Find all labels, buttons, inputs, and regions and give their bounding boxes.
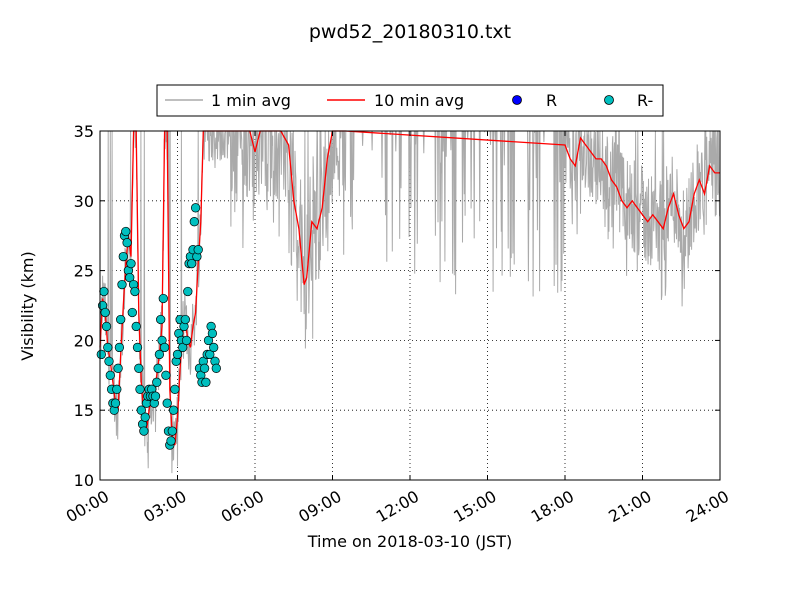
light-rain-point (208, 329, 217, 338)
light-rain-point (151, 392, 160, 401)
light-rain-point (200, 364, 209, 373)
light-rain-point (162, 371, 171, 380)
legend-10min-label: 10 min avg (374, 91, 464, 110)
light-rain-point (159, 294, 168, 303)
light-rain-point (132, 322, 141, 331)
light-rain-point (163, 399, 172, 408)
light-rain-point (101, 308, 110, 317)
light-rain-point (212, 364, 221, 373)
light-rain-point (123, 238, 132, 247)
light-rain-point (156, 315, 165, 324)
y-tick-label: 35 (74, 122, 94, 141)
light-rain-point (136, 385, 145, 394)
light-rain-point (102, 322, 111, 331)
light-rain-point (140, 427, 149, 436)
y-axis-label: Visibility (km) (18, 251, 37, 360)
light-rain-point (154, 364, 163, 373)
chart-title: pwd52_20180310.txt (309, 21, 511, 43)
legend-r-marker (513, 96, 522, 105)
light-rain-point (106, 371, 115, 380)
light-rain-point (105, 357, 114, 366)
light-rain-point (128, 308, 137, 317)
y-tick-label: 20 (74, 331, 94, 350)
light-rain-point (100, 287, 109, 296)
light-rain-point (114, 364, 123, 373)
light-rain-point (116, 315, 125, 324)
legend-r-label: R (546, 91, 557, 110)
light-rain-point (135, 364, 144, 373)
legend: 1 min avg 10 min avg R R- (157, 85, 663, 116)
light-rain-point (113, 385, 122, 394)
light-rain-point (131, 287, 140, 296)
light-rain-point (171, 385, 180, 394)
light-rain-point (118, 280, 127, 289)
legend-1min-label: 1 min avg (211, 91, 291, 110)
y-tick-label: 25 (74, 262, 94, 281)
light-rain-point (97, 350, 106, 359)
light-rain-point (104, 343, 113, 352)
light-rain-point (202, 378, 211, 387)
light-rain-point (127, 259, 136, 268)
light-rain-point (153, 378, 162, 387)
light-rain-point (182, 336, 191, 345)
light-rain-point (160, 343, 169, 352)
y-tick-label: 15 (74, 401, 94, 420)
light-rain-point (115, 343, 124, 352)
light-rain-point (184, 287, 193, 296)
light-rain-point (168, 427, 177, 436)
light-rain-point (209, 343, 218, 352)
light-rain-point (194, 245, 203, 254)
legend-rminus-label: R- (637, 91, 653, 110)
legend-rminus-marker (605, 96, 614, 105)
light-rain-point (169, 406, 178, 415)
light-rain-point (181, 315, 190, 324)
light-rain-point (191, 204, 200, 213)
light-rain-point (122, 227, 131, 236)
light-rain-point (119, 252, 128, 261)
y-tick-label: 10 (74, 471, 94, 490)
light-rain-point (133, 343, 142, 352)
light-rain-point (141, 413, 150, 422)
y-tick-label: 30 (74, 192, 94, 211)
light-rain-point (111, 399, 120, 408)
light-rain-point (167, 437, 176, 446)
light-rain-point (190, 217, 199, 226)
x-axis-label: Time on 2018-03-10 (JST) (307, 532, 512, 551)
